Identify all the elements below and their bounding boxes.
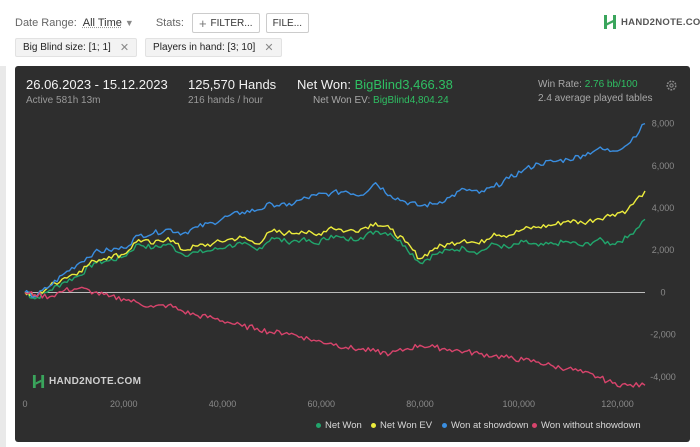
y-tick-label: -2,000 <box>650 330 676 340</box>
top-toolbar: Date Range: All Time ▼ Stats: + FILTER..… <box>0 0 700 70</box>
win-rate-label: Win Rate: <box>538 79 585 90</box>
hand2note-logo-icon <box>32 375 45 388</box>
filter-chip[interactable]: Players in hand: [3; 10] ✕ <box>145 38 282 57</box>
watermark-text: HAND2NOTE.COM <box>49 376 142 387</box>
x-tick-label: 40,000 <box>209 399 237 409</box>
date-range-select[interactable]: All Time <box>82 17 122 29</box>
x-tick-label: 80,000 <box>406 399 434 409</box>
x-tick-label: 60,000 <box>307 399 335 409</box>
filter-chip-label: Big Blind size: [1; 1] <box>23 42 111 53</box>
file-button-label: FILE... <box>272 17 303 29</box>
file-button[interactable]: FILE... <box>265 13 310 33</box>
series-line <box>24 122 646 298</box>
net-won-value: BigBlind3,466.38 <box>354 77 453 92</box>
net-won-block: Net Won: BigBlind3,466.38 <box>297 77 453 92</box>
net-won-label: Net Won: <box>297 77 355 92</box>
results-chart[interactable]: 8,000 6,000 4,000 2,000 0 -2,000 -4,000 0 20,000… <box>15 66 690 442</box>
legend-label: Net Won <box>325 420 362 431</box>
caret-down-icon[interactable]: ▼ <box>124 18 134 28</box>
active-filters: Big Blind size: [1; 1] ✕ Players in hand… <box>15 38 290 57</box>
y-tick-label: 2,000 <box>652 245 675 255</box>
legend-label: Won without showdown <box>541 420 641 431</box>
stats-label: Stats: <box>155 17 184 29</box>
chart-watermark: HAND2NOTE.COM <box>32 374 141 389</box>
close-icon[interactable]: ✕ <box>119 42 130 54</box>
date-span-block: 26.06.2023 - 15.12.2023 Active 581h 13m <box>26 77 168 106</box>
x-tick-label: 100,000 <box>502 399 535 409</box>
filter-chip-label: Players in hand: [3; 10] <box>153 42 256 53</box>
legend-marker <box>532 423 537 428</box>
net-won: Net Won: BigBlind3,466.38 <box>297 77 453 92</box>
legend-item[interactable]: Won at showdown <box>442 420 528 431</box>
net-won-ev: Net Won EV: BigBlind4,804.24 <box>313 95 449 106</box>
avg-tables: 2.4 average played tables <box>538 93 653 104</box>
brand-logo: HAND2NOTE.COM <box>603 14 700 30</box>
net-won-ev-block: Net Won EV: BigBlind4,804.24 <box>313 95 449 106</box>
legend-marker <box>371 423 376 428</box>
hands-block: 125,570 Hands 216 hands / hour <box>188 77 276 106</box>
x-tick-label: 0 <box>22 399 27 409</box>
filter-button-label: FILTER... <box>210 17 253 29</box>
legend-marker <box>442 423 447 428</box>
toolbar-row: Date Range: All Time ▼ Stats: + FILTER..… <box>15 13 315 33</box>
gear-icon[interactable] <box>665 79 678 92</box>
y-tick-label: 8,000 <box>652 119 675 129</box>
y-tick-label: 6,000 <box>652 161 675 171</box>
series-line <box>24 190 646 298</box>
legend-item[interactable]: Net Won <box>316 420 362 431</box>
date-range-label: Date Range: <box>15 17 77 29</box>
legend-item[interactable]: Won without showdown <box>532 420 641 431</box>
hands-per-hour: 216 hands / hour <box>188 95 264 106</box>
net-won-ev-label: Net Won EV: <box>313 95 374 106</box>
date-span: 26.06.2023 - 15.12.2023 <box>26 77 168 92</box>
legend-marker <box>316 423 321 428</box>
filter-button[interactable]: + FILTER... <box>191 13 260 33</box>
hand2note-logo-icon <box>604 15 616 29</box>
x-tick-label: 20,000 <box>110 399 138 409</box>
plus-icon: + <box>198 15 207 31</box>
win-rate-block: Win Rate: 2.76 bb/100 2.4 average played… <box>538 79 653 104</box>
series-line <box>24 286 646 388</box>
legend-label: Won at showdown <box>451 420 529 431</box>
active-time: Active 581h 13m <box>26 95 101 106</box>
filter-chip[interactable]: Big Blind size: [1; 1] ✕ <box>15 38 138 57</box>
hands-count: 125,570 Hands <box>188 77 277 92</box>
y-tick-label: -4,000 <box>650 372 676 382</box>
legend-item[interactable]: Net Won EV <box>371 420 432 431</box>
win-rate-value: 2.76 bb/100 <box>584 79 638 90</box>
x-tick-label: 120,000 <box>601 399 634 409</box>
y-tick-label: 0 <box>660 287 665 297</box>
y-tick-label: 4,000 <box>652 203 675 213</box>
legend-label: Net Won EV <box>380 420 433 431</box>
brand-logo-text: HAND2NOTE.COM <box>621 16 700 28</box>
close-icon[interactable]: ✕ <box>264 42 274 54</box>
win-rate: Win Rate: 2.76 bb/100 <box>538 79 653 90</box>
left-edge-bar <box>0 66 6 447</box>
series-line <box>24 218 646 300</box>
net-won-ev-value: BigBlind4,804.24 <box>373 95 449 106</box>
